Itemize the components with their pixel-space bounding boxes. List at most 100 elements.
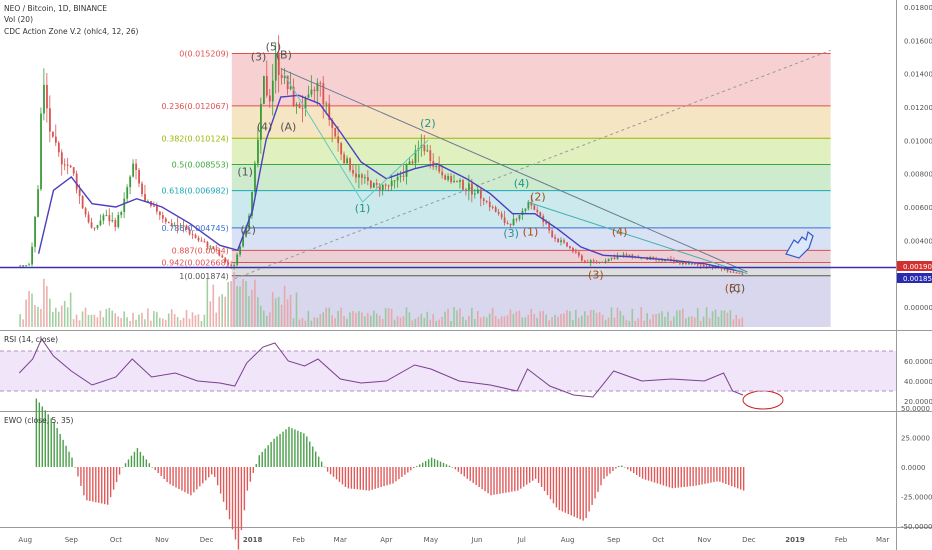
ewo-bar	[59, 433, 61, 467]
time-tick: 2018	[243, 536, 263, 544]
ewo-bar	[463, 467, 466, 477]
ewo-bar	[719, 467, 721, 482]
ewo-bar	[609, 467, 611, 474]
ewo-bar	[505, 467, 507, 493]
ewo-bar	[68, 451, 70, 467]
volume-bar	[723, 310, 726, 327]
candle-body	[450, 176, 453, 183]
candle-body	[533, 205, 536, 210]
volume-bar	[613, 317, 616, 327]
ewo-tick: 0.0000	[901, 464, 926, 472]
candle-body	[257, 139, 259, 164]
volume-bar	[699, 320, 702, 327]
volume-bar	[575, 309, 577, 327]
ewo-bar	[255, 464, 257, 467]
fib-trend-dashed	[234, 49, 831, 280]
ewo-bar	[469, 467, 471, 481]
time-tick: Oct	[110, 536, 122, 544]
ewo-bar	[228, 467, 231, 520]
ewo-bar	[442, 462, 445, 467]
volume-bar	[488, 313, 491, 327]
volume-bar	[179, 320, 182, 327]
candle-body	[349, 158, 351, 171]
candle-body	[462, 180, 464, 190]
ewo-bar	[252, 467, 255, 473]
ewo-bar	[181, 467, 183, 491]
candle-body	[230, 264, 233, 266]
ewo-bar	[246, 467, 249, 491]
candle-body	[34, 216, 36, 247]
elliott-wave-labels[interactable]: (3)(5)(B)(4) (A)(1)(2)(1)(2)(4)(2)(3) (1)(…	[237, 40, 745, 295]
candle-body	[485, 200, 488, 202]
candle-body	[592, 260, 595, 262]
candle-body	[566, 242, 568, 247]
volume-bar	[37, 306, 39, 327]
candle-body	[696, 263, 699, 265]
volume-bar	[444, 311, 446, 327]
ewo-bar	[737, 467, 739, 489]
candle-body	[393, 180, 396, 182]
candle-body	[381, 184, 384, 190]
volume-bar	[649, 319, 651, 327]
candle-body	[135, 163, 138, 171]
volume-bar	[405, 307, 408, 327]
candle-body	[132, 163, 135, 177]
ewo-bar	[371, 467, 373, 490]
ewo-bar	[457, 467, 460, 472]
ewo-bar	[543, 467, 546, 492]
ewo-bar	[534, 467, 537, 479]
volume-bar	[364, 316, 366, 327]
rsi-panel	[0, 337, 896, 398]
volume-bar	[595, 312, 598, 327]
candle-body	[572, 248, 574, 252]
ewo-bar	[451, 467, 454, 468]
volume-bar	[607, 317, 610, 327]
ewo-bar	[350, 467, 353, 489]
volume-bar	[138, 314, 140, 327]
volume-bar	[251, 289, 253, 327]
volume-bar	[634, 320, 637, 327]
candle-body	[57, 142, 60, 153]
volume-bar	[298, 319, 301, 327]
candle-body	[170, 223, 173, 226]
ewo-bar	[172, 467, 174, 486]
volume-bar	[182, 317, 185, 327]
candle-body	[503, 217, 506, 223]
candle-body	[260, 103, 262, 140]
candle-body	[723, 268, 726, 270]
drawings[interactable]	[0, 68, 896, 410]
candle-body	[63, 164, 66, 166]
candle-body	[521, 210, 524, 216]
ewo-bar	[157, 467, 159, 474]
ewo-bar	[404, 467, 406, 475]
trendline-upper	[280, 68, 748, 273]
ewo-bar	[710, 467, 712, 483]
ewo-bar	[493, 467, 495, 495]
volume-bar	[518, 310, 521, 327]
ewo-bar	[401, 467, 403, 477]
volume-bar	[358, 311, 360, 327]
ewo-bar	[582, 467, 584, 521]
candle-body	[78, 189, 81, 196]
candle-body	[295, 104, 298, 106]
volume-bar	[729, 309, 732, 327]
candle-body	[586, 261, 589, 263]
ewo-bar	[112, 467, 115, 490]
ewo-bar	[478, 467, 480, 488]
volume-bar	[147, 308, 149, 327]
ewo-bar	[38, 402, 41, 467]
volume-bar	[610, 307, 613, 327]
ewo-bar	[80, 467, 82, 486]
wave-label: (2)	[530, 190, 546, 203]
volume-bar	[218, 296, 221, 327]
ewo-bar	[166, 467, 168, 483]
wave-label: (C)	[729, 282, 745, 295]
volume-bar	[153, 311, 155, 327]
volume-bar	[102, 317, 105, 327]
ewo-bar	[722, 467, 724, 483]
ewo-bar	[707, 467, 709, 484]
candle-body	[84, 208, 87, 215]
volume-bar	[230, 281, 232, 327]
ewo-bar	[739, 467, 742, 490]
